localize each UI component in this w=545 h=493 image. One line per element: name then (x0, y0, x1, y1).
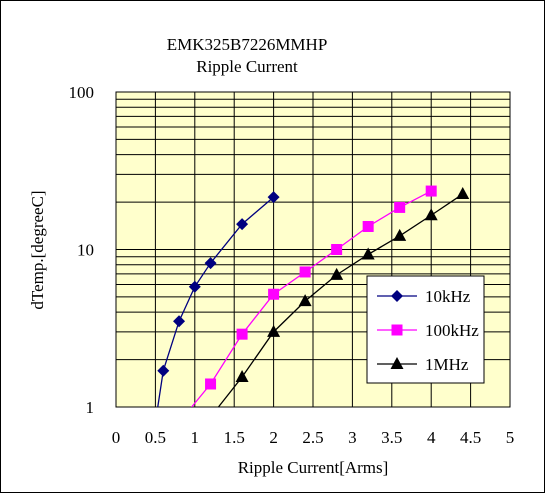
legend-label: 1MHz (425, 355, 469, 374)
x-tick-label: 0 (112, 428, 121, 447)
y-tick-label: 10 (77, 241, 94, 260)
data-point-10kHz (157, 364, 170, 377)
data-point-100kHz (394, 201, 406, 213)
x-tick-label: 4 (427, 428, 436, 447)
data-point-1MHz (330, 267, 344, 280)
x-tick-label: 4.5 (460, 428, 481, 447)
data-point-100kHz (362, 220, 374, 232)
y-tick-label: 100 (69, 83, 95, 102)
legend-marker-1MHz (390, 357, 404, 369)
data-point-100kHz (205, 378, 217, 390)
x-axis-label: Ripple Current[Arms] (238, 458, 389, 477)
data-point-10kHz (173, 315, 186, 328)
y-tick-label: 1 (86, 398, 95, 417)
data-point-100kHz (236, 328, 248, 340)
data-point-100kHz (299, 266, 311, 278)
data-point-1MHz (424, 208, 438, 221)
chart-subtitle: Ripple Current (196, 57, 298, 76)
legend-label: 100kHz (425, 321, 479, 340)
data-point-100kHz (425, 185, 437, 197)
x-tick-label: 0.5 (145, 428, 166, 447)
data-point-10kHz (236, 218, 249, 231)
data-point-1MHz (456, 187, 470, 200)
data-point-10kHz (204, 257, 217, 270)
data-point-1MHz (298, 294, 312, 307)
y-axis-label: dTemp.[degreeC] (28, 190, 47, 309)
data-point-10kHz (267, 191, 280, 204)
legend-marker-10kHz (391, 290, 403, 302)
x-tick-label: 3 (348, 428, 357, 447)
data-point-1MHz (361, 247, 375, 260)
data-point-1MHz (235, 370, 249, 383)
x-tick-label: 1 (191, 428, 200, 447)
x-tick-label: 2.5 (302, 428, 323, 447)
x-tick-label: 2 (269, 428, 278, 447)
data-point-1MHz (393, 228, 407, 241)
data-point-100kHz (268, 288, 280, 300)
legend-marker-100kHz (391, 324, 403, 336)
data-point-10kHz (188, 280, 201, 293)
plot-border (115, 91, 511, 408)
data-point-100kHz (331, 244, 343, 255)
x-tick-label: 1.5 (224, 428, 245, 447)
x-tick-label: 3.5 (381, 428, 402, 447)
data-point-1MHz (267, 324, 281, 337)
legend-label: 10kHz (425, 287, 471, 306)
chart-title: EMK325B7226MMHP (167, 35, 328, 54)
x-tick-label: 5 (506, 428, 515, 447)
